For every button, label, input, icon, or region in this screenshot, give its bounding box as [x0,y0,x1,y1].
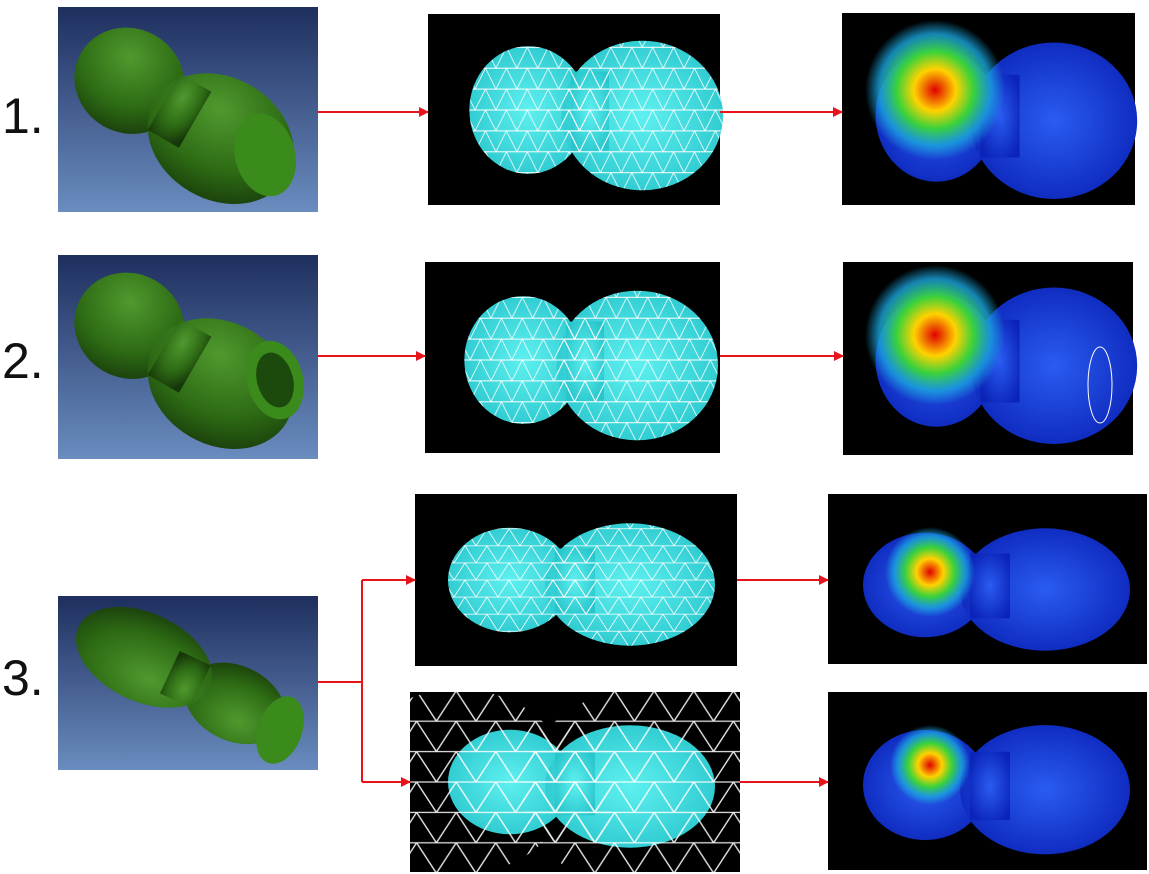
fea-result [828,692,1147,870]
mesh-model [425,262,720,453]
fea-result [828,494,1147,664]
fea-result [843,262,1137,455]
row-label: 2. [2,333,44,389]
row-label: 3. [2,650,44,706]
row-label: 1. [2,88,44,144]
fea-result [842,13,1137,205]
mesh-model [415,494,737,666]
mesh-model [428,14,723,205]
diagram: 1. 2. 3. [0,0,1149,874]
cad-model [58,587,318,771]
mesh-model [346,681,827,874]
cad-model [48,4,318,230]
cad-model [48,249,318,475]
